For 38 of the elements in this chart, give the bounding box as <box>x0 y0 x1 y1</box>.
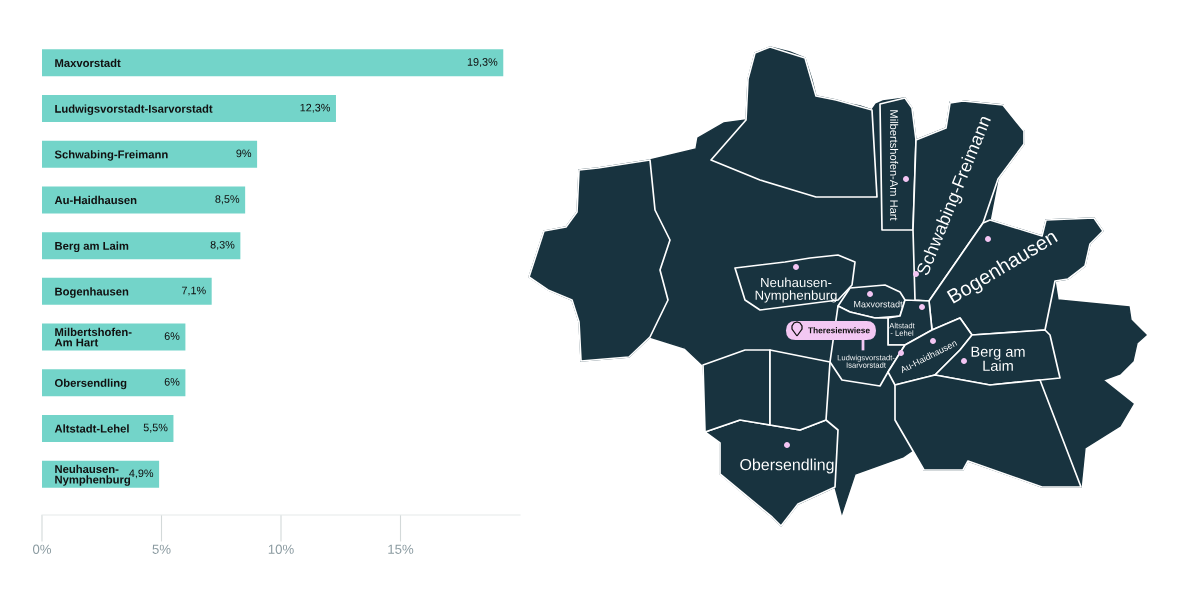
y-tick-label: Obersendling <box>54 378 127 390</box>
y-tick-label: Milbertshofen- Am Hart <box>54 327 132 347</box>
x-tick-label: 10% <box>268 544 294 554</box>
text: Neuhausen- Nymphenburg <box>755 277 837 303</box>
bar <box>42 140 258 168</box>
y-tick-label: Schwabing-Freimann <box>54 150 168 161</box>
text: Theresienwiese <box>808 327 870 334</box>
x-tick-label: 15% <box>388 544 414 554</box>
data-label: 5,5% <box>143 423 168 433</box>
y-tick-label: Bogenhausen <box>55 287 129 298</box>
data-label: 19,3% <box>467 58 498 68</box>
text: Obersendling <box>740 458 834 474</box>
data-label: 7,1% <box>182 286 206 296</box>
x-tick-label: 0% <box>32 544 52 554</box>
data-label: 8,3% <box>210 240 235 250</box>
data-label: 6% <box>164 377 180 386</box>
data-label: 4,9% <box>129 469 154 479</box>
y-tick-label: Au-Haidhausen <box>54 195 137 205</box>
text: Maxvorstadt <box>854 300 903 308</box>
y-tick-label: Maxvorstadt <box>55 58 121 68</box>
bar <box>42 95 336 123</box>
y-tick-label: Ludwigsvorstadt-Isarvorstadt <box>55 104 213 116</box>
x-tick-label: 5% <box>152 544 171 554</box>
y-tick-label: Altstadt-Lehel <box>54 424 129 433</box>
text: Milbertshofen-Am Hart <box>890 110 899 221</box>
data-label: 12,3% <box>300 103 331 113</box>
bar <box>42 277 212 305</box>
data-label: 8,5% <box>215 195 240 205</box>
bar <box>42 186 246 214</box>
y-tick-label: Berg am Laim <box>55 241 129 253</box>
data-label: 6% <box>164 332 180 340</box>
bar <box>42 232 241 260</box>
bar <box>42 49 504 77</box>
data-label: 9% <box>236 149 252 158</box>
bar <box>42 414 174 442</box>
y-tick-label: Neuhausen- Nymphenburg <box>55 464 130 486</box>
text: Berg am Laim <box>971 346 1025 371</box>
bar <box>42 369 186 397</box>
